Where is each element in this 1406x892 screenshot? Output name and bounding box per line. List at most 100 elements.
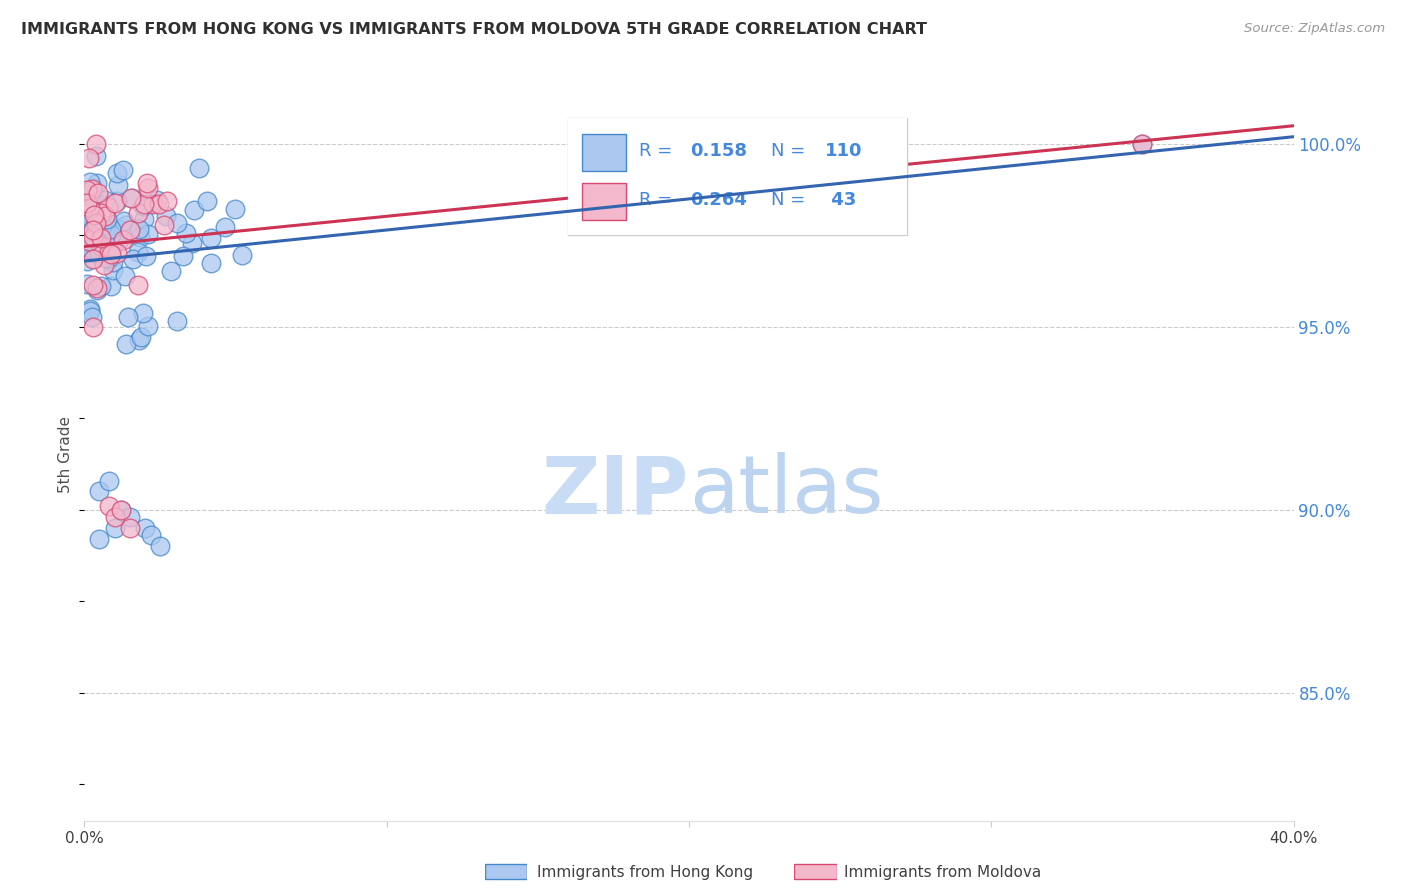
Point — [149, 539, 172, 553]
Point — [90, 231, 112, 245]
Point — [127, 244, 149, 259]
Point — [100, 279, 122, 293]
Point — [97, 200, 120, 214]
Point — [77, 206, 100, 220]
Point — [80, 243, 103, 257]
Point — [91, 219, 114, 234]
Point — [79, 187, 101, 202]
Point — [79, 304, 101, 318]
Point — [174, 226, 197, 240]
Point — [82, 310, 104, 324]
Point — [89, 484, 111, 499]
Text: Immigrants from Moldova: Immigrants from Moldova — [844, 865, 1040, 880]
Point — [122, 252, 145, 267]
Point — [200, 256, 222, 270]
Point — [129, 230, 152, 244]
Point — [90, 206, 112, 220]
Point — [111, 233, 134, 247]
Point — [104, 521, 127, 535]
Point — [107, 222, 129, 236]
Point — [110, 502, 132, 516]
Point — [82, 230, 104, 244]
Point — [107, 166, 129, 180]
Point — [79, 236, 101, 251]
Point — [132, 306, 155, 320]
Point — [155, 210, 177, 224]
Point — [82, 182, 104, 196]
Point — [89, 212, 111, 227]
Text: Source: ZipAtlas.com: Source: ZipAtlas.com — [1244, 22, 1385, 36]
Point — [96, 212, 118, 227]
Point — [112, 162, 135, 177]
Point — [94, 211, 117, 225]
Point — [172, 249, 194, 263]
Point — [94, 193, 117, 207]
Text: Immigrants from Hong Kong: Immigrants from Hong Kong — [537, 865, 754, 880]
Point — [84, 216, 107, 230]
Point — [86, 222, 108, 236]
Point — [76, 211, 98, 225]
Bar — [485, 863, 527, 880]
Point — [105, 227, 128, 242]
Point — [121, 191, 143, 205]
Point — [139, 528, 162, 542]
Point — [107, 194, 129, 208]
Point — [105, 246, 128, 260]
Point — [80, 192, 103, 206]
Point — [120, 222, 142, 236]
Text: IMMIGRANTS FROM HONG KONG VS IMMIGRANTS FROM MOLDOVA 5TH GRADE CORRELATION CHART: IMMIGRANTS FROM HONG KONG VS IMMIGRANTS … — [21, 22, 927, 37]
Point — [101, 255, 124, 269]
Point — [128, 222, 150, 236]
Point — [84, 149, 107, 163]
Point — [87, 222, 110, 236]
Point — [80, 236, 103, 251]
Point — [79, 230, 101, 244]
Point — [132, 199, 155, 213]
Point — [93, 258, 115, 272]
Point — [118, 510, 141, 524]
Point — [82, 277, 104, 292]
Point — [84, 212, 107, 227]
Point — [90, 278, 112, 293]
Point — [127, 278, 149, 293]
Point — [86, 236, 108, 251]
Point — [107, 235, 129, 250]
Point — [187, 161, 209, 175]
Point — [136, 176, 159, 190]
Point — [89, 246, 111, 260]
Y-axis label: 5th Grade: 5th Grade — [58, 417, 73, 493]
Point — [155, 194, 177, 208]
Point — [138, 197, 160, 211]
Point — [76, 183, 98, 197]
Point — [128, 333, 150, 347]
Point — [195, 194, 218, 209]
Point — [84, 136, 107, 151]
Point — [82, 223, 104, 237]
Point — [86, 281, 108, 295]
Point — [100, 227, 122, 242]
Point — [100, 240, 122, 254]
Point — [86, 176, 108, 190]
Point — [77, 242, 100, 256]
Point — [96, 219, 118, 233]
Point — [80, 234, 103, 248]
Point — [138, 227, 160, 241]
Point — [76, 253, 98, 268]
Point — [90, 197, 112, 211]
Point — [76, 213, 98, 227]
Point — [76, 233, 98, 247]
Point — [94, 209, 117, 223]
Point — [142, 197, 165, 211]
Point — [79, 245, 101, 260]
Point — [98, 245, 121, 260]
Point — [101, 262, 124, 277]
Point — [1130, 136, 1153, 151]
Point — [118, 521, 141, 535]
Point — [115, 219, 138, 233]
Point — [98, 251, 121, 265]
Point — [76, 277, 98, 292]
Point — [104, 195, 127, 210]
Point — [77, 234, 100, 248]
Point — [200, 231, 222, 245]
Point — [135, 249, 157, 263]
